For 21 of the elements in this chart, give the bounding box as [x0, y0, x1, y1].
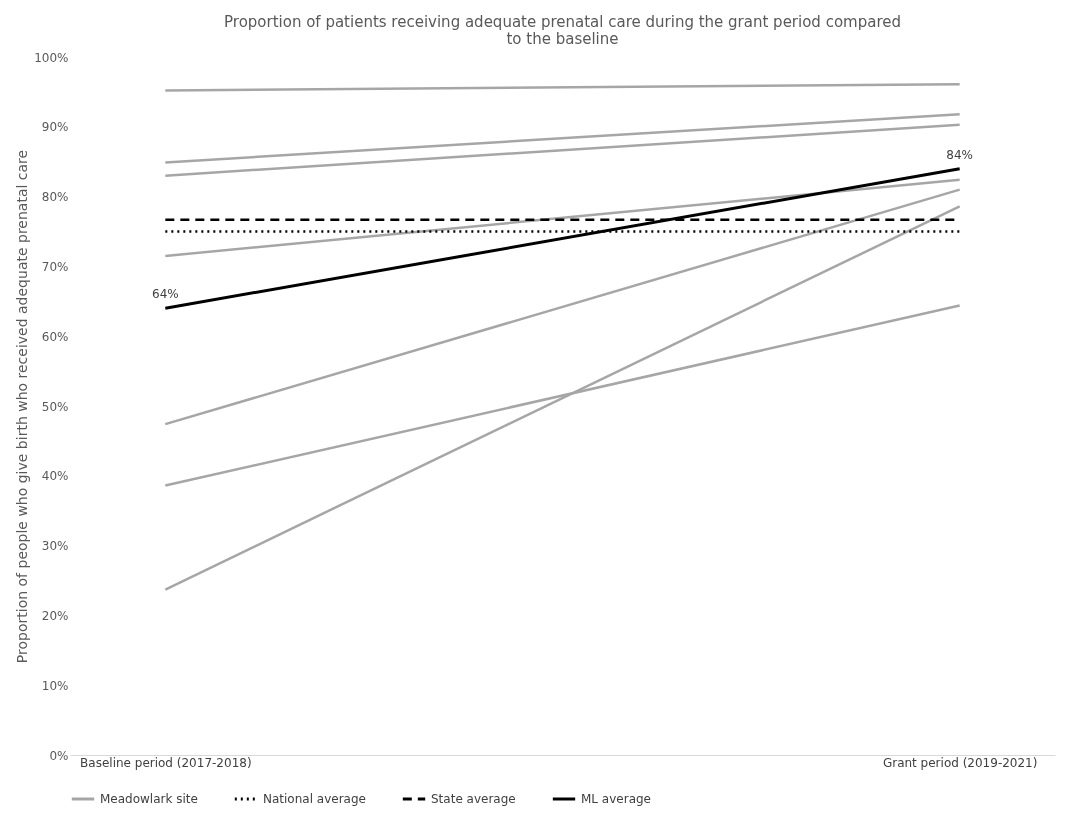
y-tick-label: 50% [41, 399, 69, 414]
legend-label: Meadowlark site [100, 792, 198, 806]
y-tick-label: 100% [34, 50, 69, 65]
y-tick-label: 10% [41, 678, 69, 693]
chart-title: Proportion of patients receiving adequate prenatal care during the grant period compared to the baseline [224, 13, 901, 48]
y-tick-label: 0% [49, 748, 69, 763]
x-tick-label: Grant period (2019-2021) [882, 755, 1038, 770]
y-tick-label: 30% [41, 539, 69, 554]
legend-label: State average [431, 792, 516, 806]
data-label: 64% [151, 287, 179, 302]
y-tick-label: 40% [41, 469, 69, 484]
y-tick-label: 80% [41, 190, 69, 205]
y-tick-label: 60% [41, 329, 69, 344]
legend-label: National average [263, 792, 366, 806]
y-tick-label: 90% [41, 120, 69, 135]
y-tick-label: 70% [41, 259, 69, 274]
data-label: 84% [946, 147, 974, 162]
y-tick-label: 20% [41, 608, 69, 623]
y-axis-title: Proportion of people who give birth who received adequate prenatal care [14, 149, 31, 664]
legend-label: ML average [581, 792, 651, 806]
x-tick-label: Baseline period (2017-2018) [80, 755, 252, 770]
